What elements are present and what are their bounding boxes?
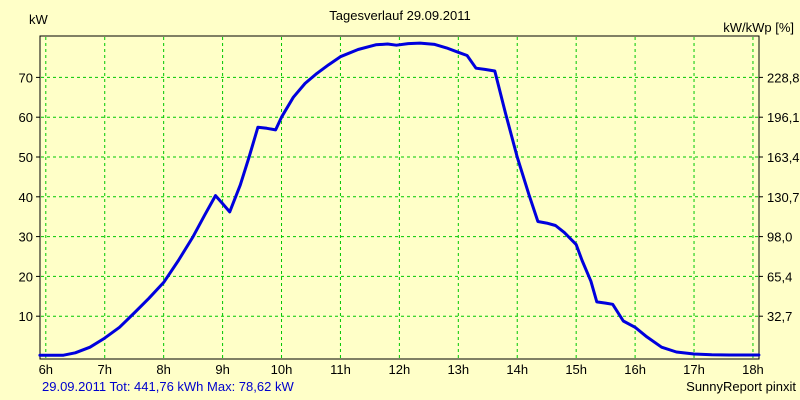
x-tick-label: 15h bbox=[565, 362, 587, 377]
y-tick-label-left: 10 bbox=[19, 309, 33, 324]
footer-summary-text: 29.09.2011 Tot: 441,76 kWh Max: 78,62 kW bbox=[42, 379, 294, 394]
footer-credit-text: SunnyReport pinxit bbox=[686, 379, 796, 394]
x-tick-label: 14h bbox=[506, 362, 528, 377]
y-tick-label-left: 50 bbox=[19, 150, 33, 165]
y-tick-label-right: 32,7 bbox=[767, 309, 792, 324]
x-tick-label: 8h bbox=[156, 362, 170, 377]
y-tick-label-right: 163,4 bbox=[767, 150, 800, 165]
x-tick-label: 17h bbox=[683, 362, 705, 377]
y-tick-label-left: 70 bbox=[19, 70, 33, 85]
y-tick-label-right: 65,4 bbox=[767, 269, 792, 284]
y-tick-label-right: 130,7 bbox=[767, 190, 800, 205]
y-tick-label-left: 40 bbox=[19, 190, 33, 205]
y-tick-label-left: 30 bbox=[19, 230, 33, 245]
y-tick-label-right: 98,0 bbox=[767, 230, 792, 245]
left-axis-unit-label: kW bbox=[29, 12, 48, 27]
y-tick-label-left: 20 bbox=[19, 269, 33, 284]
y-tick-label-left: 60 bbox=[19, 110, 33, 125]
x-tick-label: 16h bbox=[624, 362, 646, 377]
x-tick-label: 7h bbox=[97, 362, 111, 377]
power-curve bbox=[38, 41, 761, 357]
plot-border bbox=[39, 35, 760, 360]
x-tick-label: 10h bbox=[271, 362, 293, 377]
chart-title: Tagesverlauf 29.09.2011 bbox=[329, 8, 471, 23]
x-tick-label: 11h bbox=[330, 362, 351, 377]
x-tick-label: 9h bbox=[215, 362, 229, 377]
y-tick-label-right: 196,1 bbox=[767, 110, 800, 125]
x-tick-label: 13h bbox=[447, 362, 469, 377]
x-tick-label: 6h bbox=[39, 362, 53, 377]
x-tick-label: 18h bbox=[742, 362, 764, 377]
x-tick-label: 12h bbox=[389, 362, 411, 377]
right-axis-unit-label: kW/kWp [%] bbox=[723, 20, 794, 35]
y-tick-label-right: 228,8 bbox=[767, 70, 800, 85]
